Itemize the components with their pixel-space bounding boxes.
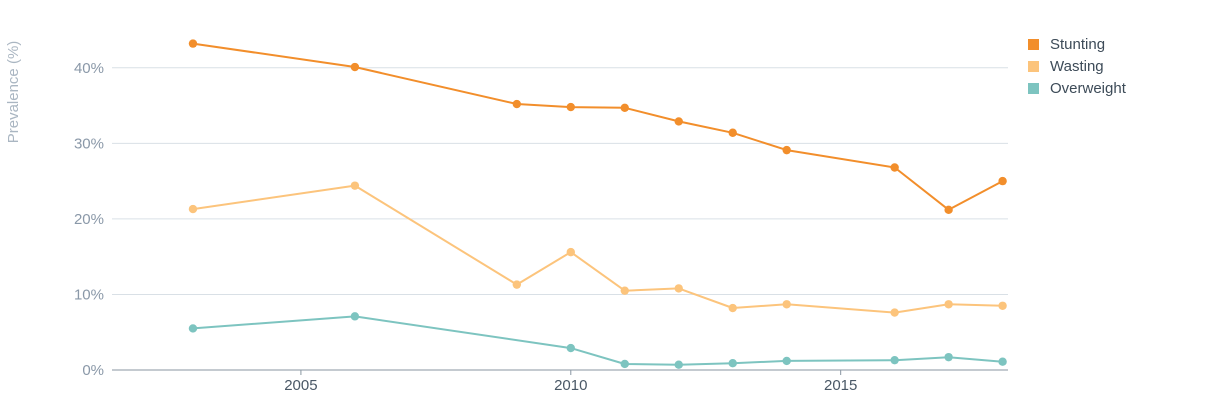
data-point[interactable] xyxy=(350,181,360,190)
series-line xyxy=(192,315,1003,366)
data-point[interactable] xyxy=(944,352,953,362)
data-point[interactable] xyxy=(998,357,1007,366)
legend-label: Stunting xyxy=(1050,35,1106,53)
x-axis: 2005 2010 2015 xyxy=(112,369,1008,394)
data-point[interactable] xyxy=(782,356,791,366)
legend-label: Overweight xyxy=(1050,79,1126,97)
x-tick-label: 2010 xyxy=(554,377,587,394)
legend: Stunting Wasting Overweight xyxy=(1028,33,1126,99)
data-point[interactable] xyxy=(620,359,629,369)
data-point[interactable] xyxy=(566,343,575,353)
legend-swatch xyxy=(1028,82,1039,94)
y-tick-label: 20% xyxy=(74,211,104,228)
y-axis-ticks: 0% 10% 20% 30% 40% xyxy=(74,60,104,379)
data-point[interactable] xyxy=(566,102,575,112)
data-point[interactable] xyxy=(674,360,683,369)
legend-swatch xyxy=(1028,38,1039,50)
data-point[interactable] xyxy=(674,284,683,293)
x-tick-label: 2015 xyxy=(824,377,857,394)
data-point[interactable] xyxy=(728,303,737,313)
data-point[interactable] xyxy=(674,117,683,126)
data-point[interactable] xyxy=(350,312,360,321)
y-tick-label: 40% xyxy=(74,60,104,77)
data-point[interactable] xyxy=(944,300,953,309)
data-point[interactable] xyxy=(782,300,791,309)
y-axis-title: Prevalence (%) xyxy=(5,41,22,144)
data-point[interactable] xyxy=(998,301,1007,310)
data-point[interactable] xyxy=(188,39,198,48)
data-point[interactable] xyxy=(782,145,791,155)
series-lines xyxy=(188,39,1007,369)
y-tick-label: 0% xyxy=(82,362,104,379)
data-point[interactable] xyxy=(890,163,899,172)
data-point[interactable] xyxy=(944,205,953,215)
y-tick-label: 10% xyxy=(74,286,104,303)
data-point[interactable] xyxy=(512,280,522,289)
series-wasting xyxy=(188,181,1007,317)
data-point[interactable] xyxy=(890,308,899,317)
data-point[interactable] xyxy=(566,247,575,257)
data-point[interactable] xyxy=(890,355,899,365)
legend-item-wasting[interactable]: Wasting xyxy=(1028,55,1126,77)
y-tick-label: 30% xyxy=(74,135,104,152)
data-point[interactable] xyxy=(188,204,198,214)
series-line xyxy=(192,184,1003,314)
legend-item-stunting[interactable]: Stunting xyxy=(1028,33,1126,55)
legend-label: Wasting xyxy=(1050,57,1104,75)
data-point[interactable] xyxy=(728,128,737,137)
data-point[interactable] xyxy=(350,62,360,72)
data-point[interactable] xyxy=(620,286,629,295)
legend-item-overweight[interactable]: Overweight xyxy=(1028,77,1126,99)
data-point[interactable] xyxy=(512,99,522,109)
series-overweight xyxy=(188,312,1007,369)
gridlines xyxy=(112,67,1008,295)
legend-swatch xyxy=(1028,60,1039,72)
series-line xyxy=(192,42,1004,211)
x-tick-label: 2005 xyxy=(284,377,317,394)
data-point[interactable] xyxy=(728,359,737,368)
series-stunting xyxy=(188,39,1007,215)
data-point[interactable] xyxy=(998,176,1007,186)
data-point[interactable] xyxy=(620,103,629,113)
data-point[interactable] xyxy=(188,324,198,333)
